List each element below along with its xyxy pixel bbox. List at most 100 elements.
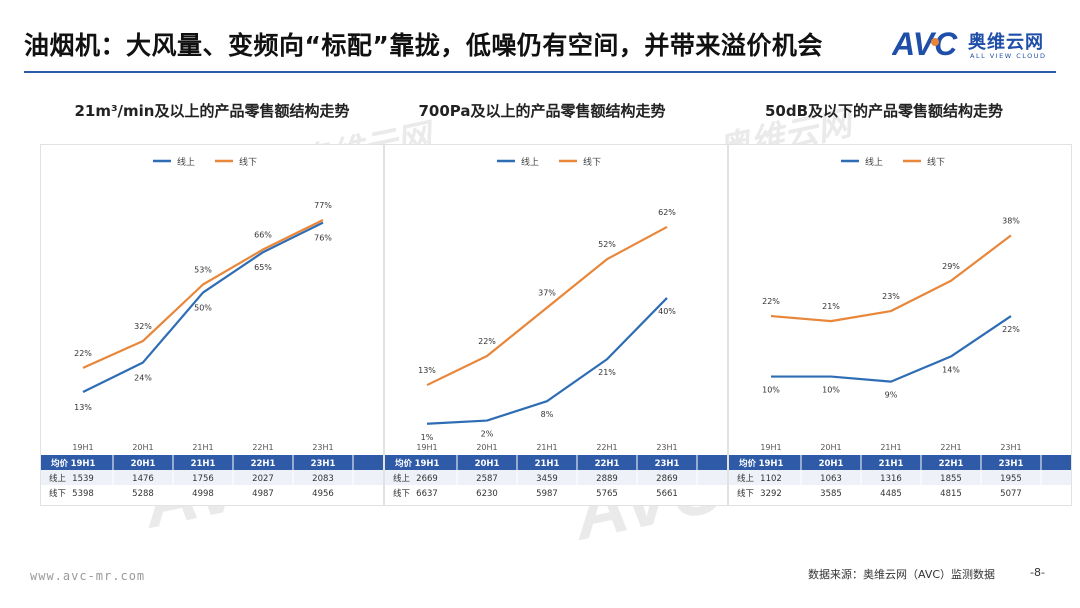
table-row-bg bbox=[385, 470, 727, 485]
table-cell: 1476 bbox=[132, 474, 154, 484]
table-cell: 5288 bbox=[132, 489, 154, 499]
data-label: 13% bbox=[418, 366, 436, 375]
data-label: 52% bbox=[598, 240, 616, 249]
table-header-cell: 19H1 bbox=[71, 459, 96, 469]
table-row-label: 线下 bbox=[49, 488, 67, 499]
table-row-label: 线下 bbox=[393, 488, 411, 499]
x-tick-label: 23H1 bbox=[656, 443, 677, 452]
table-cell: 3585 bbox=[820, 489, 842, 499]
table-header-cell: 19H1 bbox=[415, 459, 440, 469]
table-row-bg bbox=[729, 470, 1071, 485]
table-cell: 3292 bbox=[760, 489, 782, 499]
data-label: 38% bbox=[1002, 216, 1020, 225]
table-cell: 1316 bbox=[880, 474, 902, 484]
table-header-cell: 23H1 bbox=[655, 459, 680, 469]
logo-name-cn: 奥维云网 bbox=[968, 32, 1044, 53]
legend-label: 线下 bbox=[927, 156, 945, 168]
table-header-bg bbox=[729, 455, 1071, 470]
table-header-bg bbox=[41, 455, 383, 470]
series-line-线下 bbox=[82, 218, 324, 369]
data-label: 1% bbox=[421, 433, 434, 442]
chart-panel-2: 线上 线下 1% 2% 8% 21% 40% 13% 22% 37% 52% 62% 19H1 20H1 2… bbox=[384, 144, 728, 506]
x-tick-label: 22H1 bbox=[940, 443, 961, 452]
data-label: 10% bbox=[822, 386, 840, 395]
table-header-cell: 21H1 bbox=[191, 459, 216, 469]
table-header-cell: 22H1 bbox=[939, 459, 964, 469]
avc-logo-icon: AVC bbox=[891, 26, 958, 62]
data-label: 32% bbox=[134, 322, 152, 331]
data-label: 53% bbox=[194, 265, 212, 274]
x-tick-label: 23H1 bbox=[1000, 443, 1021, 452]
table-row-label: 线上 bbox=[393, 473, 411, 484]
legend-label: 线下 bbox=[239, 156, 257, 168]
x-tick-label: 21H1 bbox=[192, 443, 213, 452]
legend-label: 线上 bbox=[865, 156, 883, 168]
table-row-bg bbox=[385, 485, 727, 500]
table-cell: 5077 bbox=[1000, 489, 1022, 499]
data-label: 29% bbox=[942, 262, 960, 271]
chart-3-title: 50dB及以下的产品零售额结构走势 bbox=[764, 102, 1004, 120]
chart-panel-1: 线上 线下 13% 24% 50% 65% 76% 22% 32% 53% 66% 77% 19H1 20… bbox=[40, 144, 384, 506]
table-header-bg bbox=[385, 455, 727, 470]
x-tick-label: 21H1 bbox=[880, 443, 901, 452]
series-line-线上 bbox=[426, 297, 668, 425]
table-cell: 2669 bbox=[416, 474, 438, 484]
table-cell: 5765 bbox=[596, 489, 618, 499]
data-label: 23% bbox=[882, 292, 900, 301]
logo-mark: AVC bbox=[892, 26, 958, 62]
chart-panel-3: 线上 线下 10% 10% 9% 14% 22% 22% 21% 23% 29% 38% 19H1 20H… bbox=[728, 144, 1072, 506]
table-cell: 1063 bbox=[820, 474, 842, 484]
data-label: 62% bbox=[658, 208, 676, 217]
table-cell: 5661 bbox=[656, 489, 678, 499]
table-cell: 5398 bbox=[72, 489, 94, 499]
table-header-cell: 20H1 bbox=[131, 459, 156, 469]
logo-name-en: ALL VIEW CLOUD bbox=[970, 52, 1047, 60]
data-label: 24% bbox=[134, 373, 152, 382]
table-header-cell: 21H1 bbox=[879, 459, 904, 469]
website-url: www.avc-mr.com bbox=[30, 569, 146, 583]
data-label: 22% bbox=[762, 297, 780, 306]
data-label: 21% bbox=[822, 302, 840, 311]
table-header-cell: 22H1 bbox=[251, 459, 276, 469]
table-row-bg bbox=[729, 485, 1071, 500]
table-cell: 2587 bbox=[476, 474, 498, 484]
table-row-label: 线上 bbox=[49, 473, 67, 484]
data-label: 66% bbox=[254, 231, 272, 240]
table-cell: 1102 bbox=[760, 474, 782, 484]
table-row-label: 线下 bbox=[737, 488, 755, 499]
table-cell: 3459 bbox=[536, 474, 558, 484]
data-label: 50% bbox=[194, 304, 212, 313]
table-header-label: 均价 bbox=[739, 458, 757, 469]
legend-label: 线下 bbox=[583, 156, 601, 168]
table-row-bg bbox=[41, 470, 383, 485]
data-label: 77% bbox=[314, 201, 332, 210]
title-divider bbox=[24, 71, 1056, 73]
data-label: 37% bbox=[538, 289, 556, 298]
table-cell: 6637 bbox=[416, 489, 438, 499]
data-label: 22% bbox=[1002, 325, 1020, 334]
x-tick-label: 20H1 bbox=[476, 443, 497, 452]
data-label: 21% bbox=[598, 368, 616, 377]
x-tick-label: 22H1 bbox=[596, 443, 617, 452]
x-tick-label: 21H1 bbox=[536, 443, 557, 452]
data-label: 65% bbox=[254, 263, 272, 272]
legend-label: 线上 bbox=[177, 156, 195, 168]
table-header-cell: 22H1 bbox=[595, 459, 620, 469]
data-label: 76% bbox=[314, 234, 332, 243]
table-header-cell: 23H1 bbox=[311, 459, 336, 469]
table-header-label: 均价 bbox=[51, 458, 69, 469]
brand-logo: AVC 奥维云网 ALL VIEW CLOUD bbox=[891, 24, 1062, 64]
chart-2-title: 700Pa及以上的产品零售额结构走势 bbox=[418, 102, 666, 120]
chart-1-title: 21m³/min及以上的产品零售额结构走势 bbox=[74, 102, 350, 120]
x-tick-label: 20H1 bbox=[820, 443, 841, 452]
table-cell: 5987 bbox=[536, 489, 558, 499]
table-cell: 4998 bbox=[192, 489, 214, 499]
series-line-线上 bbox=[771, 315, 1012, 383]
table-cell: 2869 bbox=[656, 474, 678, 484]
data-label: 40% bbox=[658, 307, 676, 316]
table-header-cell: 19H1 bbox=[759, 459, 784, 469]
table-header-cell: 20H1 bbox=[475, 459, 500, 469]
table-cell: 1756 bbox=[192, 474, 214, 484]
table-header-cell: 21H1 bbox=[535, 459, 560, 469]
